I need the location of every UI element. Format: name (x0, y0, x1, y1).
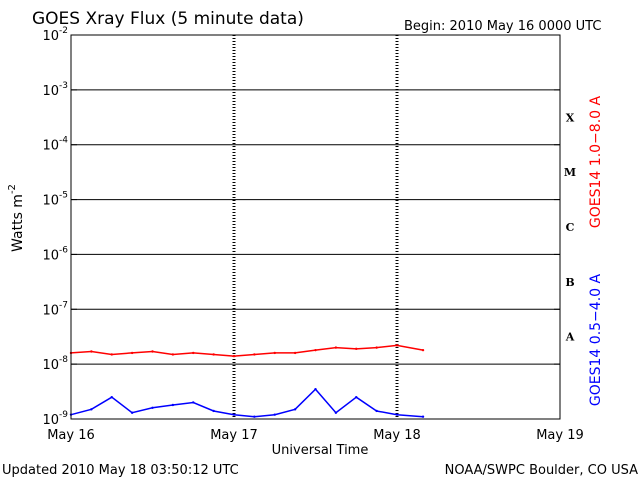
series-point (395, 344, 399, 347)
series-point (151, 350, 154, 353)
series-point (293, 351, 297, 355)
series-point (273, 351, 276, 355)
series-point (334, 411, 338, 414)
updated-label: Updated 2010 May 18 03:50:12 UTC (2, 463, 239, 478)
series-point (253, 415, 256, 418)
y-tick-label: 10-8 (42, 355, 68, 373)
series-line (70, 344, 424, 357)
series-point (90, 350, 93, 353)
series-point (130, 351, 134, 355)
plot-frame (70, 34, 561, 420)
series-point (334, 346, 338, 349)
credit-label: NOAA/SWPC Boulder, CO USA (445, 463, 638, 478)
flare-class-b: B (565, 276, 574, 289)
series-point (421, 348, 425, 352)
x-axis-label: Universal Time (272, 443, 369, 458)
y-tick-label: 10-9 (42, 410, 68, 428)
series-point (375, 409, 378, 413)
x-tick-label: May 16 (47, 428, 95, 443)
y-tick-label: 10-3 (42, 81, 68, 99)
flare-class-x: X (566, 111, 575, 124)
x-tick-label: May 17 (210, 428, 258, 443)
series-point (171, 353, 175, 356)
y-axis-label-group: Watts m-2 (7, 184, 26, 252)
series-point (90, 408, 93, 411)
series-point (212, 353, 215, 356)
series-short-line (69, 387, 425, 418)
legend-short-label: GOES14 0.5−4.0 A (588, 274, 604, 407)
series-point (273, 413, 276, 416)
series-point (355, 395, 358, 399)
flare-class-labels: A B C M X (564, 111, 576, 343)
series-point (314, 348, 317, 352)
series-point (192, 401, 195, 404)
x-axis-ticks: May 16 May 17 May 18 May 19 (47, 428, 584, 443)
grid-lines (71, 35, 560, 419)
series-point (232, 354, 236, 358)
series-point (212, 409, 215, 413)
series-point (192, 351, 195, 355)
flare-class-m: M (564, 166, 576, 179)
y-tick-label: 10-4 (42, 136, 68, 154)
series-point (314, 387, 317, 391)
legend-short: GOES14 0.5−4.0 A (588, 274, 604, 407)
x-tick-label: May 18 (373, 428, 421, 443)
series-line (70, 388, 424, 418)
series-point (253, 353, 256, 356)
series-point (293, 408, 297, 411)
flare-class-c: C (566, 221, 575, 234)
series-long-line (69, 344, 425, 358)
series-point (110, 395, 113, 399)
chart-title: GOES Xray Flux (5 minute data) (32, 9, 304, 29)
y-tick-label: 10-5 (42, 191, 68, 209)
y-axis-ticks: 10-9 10-8 10-7 10-6 10-5 10-4 10-3 10-2 (42, 26, 560, 428)
y-axis-label: Watts m-2 (7, 184, 26, 252)
begin-label: Begin: 2010 May 16 0000 UTC (404, 19, 601, 34)
series-point (171, 403, 175, 407)
y-tick-label: 10-6 (42, 245, 68, 263)
y-tick-label: 10-2 (42, 26, 68, 44)
series-point (151, 406, 154, 410)
y-tick-label: 10-7 (42, 300, 68, 318)
series-point (232, 413, 236, 416)
legend-long-label: GOES14 1.0−8.0 A (588, 96, 604, 229)
series-point (421, 415, 425, 418)
series-point (395, 413, 399, 416)
flare-class-a: A (565, 331, 575, 344)
series-point (355, 347, 358, 351)
series-point (375, 346, 378, 349)
series-point (130, 411, 134, 414)
series-point (110, 353, 113, 356)
x-tick-label: May 19 (536, 428, 584, 443)
legend-long: GOES14 1.0−8.0 A (588, 96, 604, 229)
